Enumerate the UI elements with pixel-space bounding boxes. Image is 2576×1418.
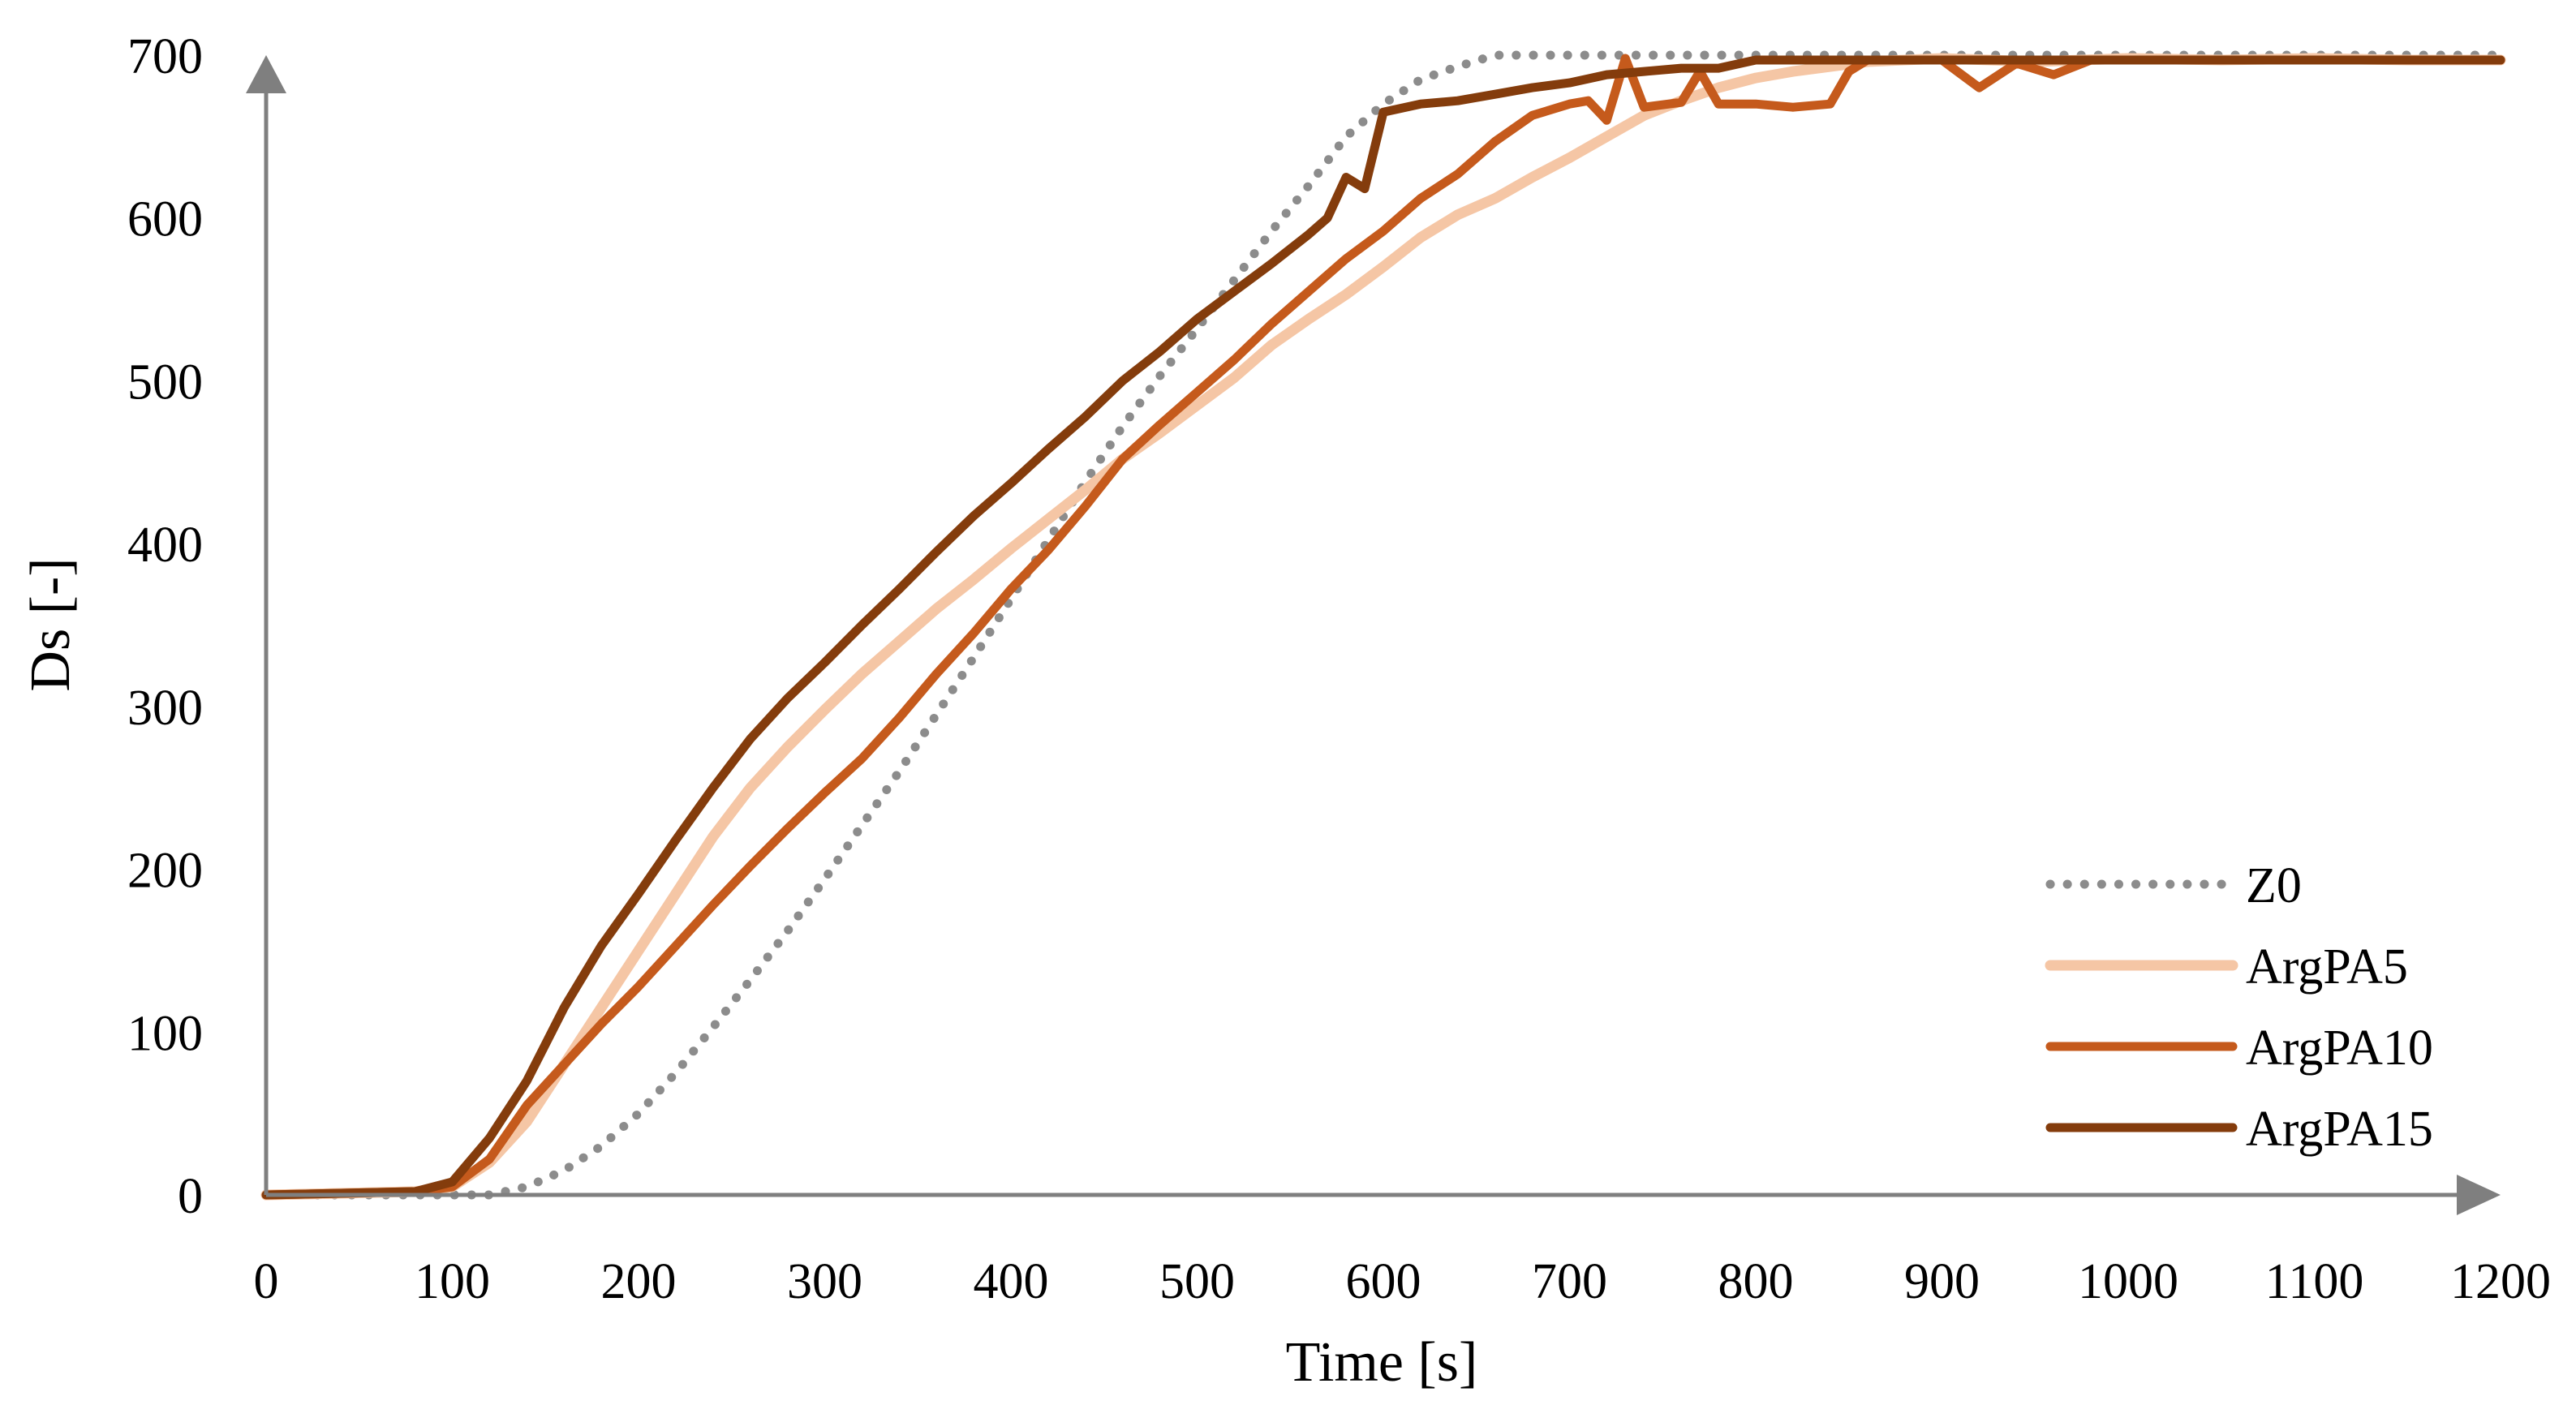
x-tick-label: 400 xyxy=(974,1254,1049,1309)
x-axis-title: Time [s] xyxy=(1286,1331,1478,1394)
x-tick-label: 700 xyxy=(1532,1254,1607,1309)
x-axis-arrow xyxy=(2457,1175,2501,1215)
plot-area xyxy=(260,50,2506,1201)
x-tick-label: 800 xyxy=(1718,1254,1794,1309)
x-tick-label: 300 xyxy=(787,1254,862,1309)
x-tick-label: 0 xyxy=(254,1254,279,1309)
y-tick-label: 0 xyxy=(178,1169,203,1224)
y-axis-arrow xyxy=(246,55,286,93)
x-tick-label: 500 xyxy=(1159,1254,1235,1309)
legend-label: Z0 xyxy=(2246,858,2302,913)
x-tick-label: 100 xyxy=(415,1254,490,1309)
axes xyxy=(246,55,2501,1215)
y-tick-label: 300 xyxy=(127,681,203,736)
y-tick-label: 600 xyxy=(127,192,203,247)
legend: Z0 ArgPA5 ArgPA10 ArgPA15 xyxy=(2045,858,2433,1157)
y-tick-label: 500 xyxy=(127,354,203,410)
x-tick-label: 1200 xyxy=(2450,1254,2551,1309)
legend-item-z0: Z0 xyxy=(2045,858,2302,913)
x-tick-label: 1100 xyxy=(2265,1254,2364,1309)
y-tick-label: 200 xyxy=(127,844,203,899)
legend-item-argpa5: ArgPA5 xyxy=(2045,939,2408,995)
x-tick-labels: 0 100 200 300 400 500 600 700 800 900 1000 1100 1200 xyxy=(254,1254,2552,1309)
x-tick-label: 600 xyxy=(1346,1254,1421,1309)
legend-item-argpa10: ArgPA10 xyxy=(2045,1021,2433,1076)
legend-label: ArgPA5 xyxy=(2246,939,2408,995)
y-axis-title: Ds [-] xyxy=(19,557,82,691)
x-tick-label: 900 xyxy=(1904,1254,1980,1309)
series-line-argpa10 xyxy=(261,54,2505,1200)
y-tick-label: 400 xyxy=(127,518,203,573)
y-tick-labels: 0 100 200 300 400 500 600 700 xyxy=(127,29,203,1224)
x-tick-label: 200 xyxy=(601,1254,677,1309)
series-line-argpa5 xyxy=(260,53,2506,1201)
legend-label: ArgPA10 xyxy=(2246,1021,2433,1076)
x-tick-label: 1000 xyxy=(2078,1254,2178,1309)
legend-label: ArgPA15 xyxy=(2246,1102,2433,1157)
y-tick-label: 700 xyxy=(127,29,203,84)
series-line-argpa15 xyxy=(261,55,2505,1200)
y-tick-label: 100 xyxy=(127,1006,203,1061)
legend-item-argpa15: ArgPA15 xyxy=(2045,1102,2433,1157)
